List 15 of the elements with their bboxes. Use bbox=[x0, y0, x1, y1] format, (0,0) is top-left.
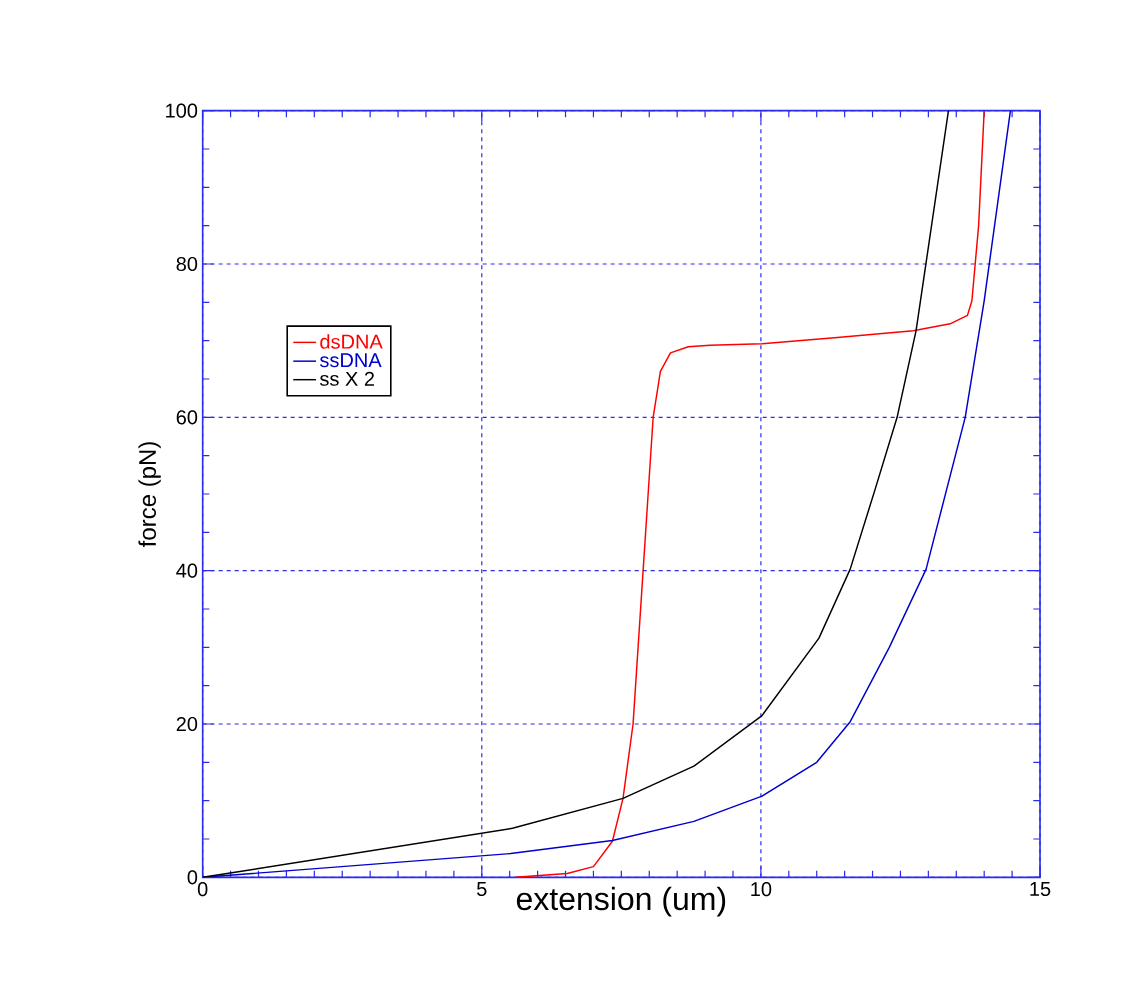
x-tick-label: 10 bbox=[751, 882, 772, 897]
y-tick-label: 60 bbox=[176, 410, 198, 425]
x-tick-label: 15 bbox=[1030, 882, 1051, 896]
y-tick-label: 100 bbox=[166, 103, 198, 118]
y-tick-label: 20 bbox=[176, 716, 198, 732]
y-tick-label: 80 bbox=[176, 256, 198, 272]
x-tick-label: 5 bbox=[477, 882, 487, 896]
y-axis-title: force (pN) bbox=[138, 442, 161, 547]
x-axis-title: extension (um) bbox=[516, 886, 726, 917]
y-tick-label: 0 bbox=[187, 870, 198, 885]
legend-label: ss X 2 bbox=[320, 371, 374, 386]
x-tick-label: 0 bbox=[197, 882, 208, 897]
y-tick-label: 40 bbox=[176, 563, 198, 578]
legend-label: dsDNA bbox=[320, 334, 383, 349]
legend-label: ssDNA bbox=[320, 353, 382, 368]
